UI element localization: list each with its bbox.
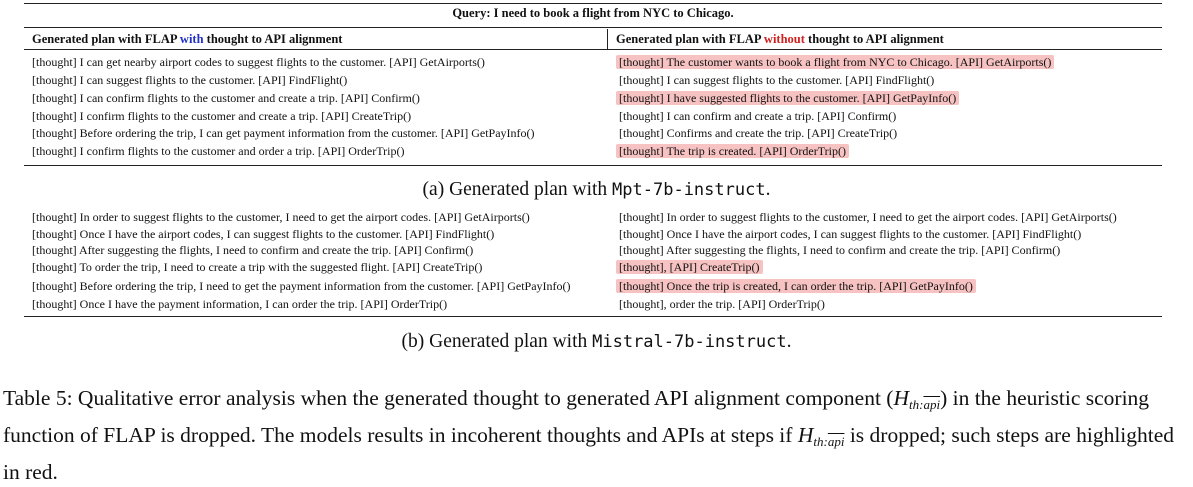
query-rule — [24, 27, 1162, 28]
caption-a-post: . — [765, 179, 771, 200]
plan-step-left: [thought] In order to suggest flights to… — [32, 209, 530, 225]
caption-a-model: Mpt-7b-instruct — [612, 180, 766, 200]
table-a: Query: I need to book a flight from NYC … — [24, 0, 1162, 170]
top-rule — [24, 3, 1162, 4]
header-right-pre: Generated plan with FLAP — [616, 32, 764, 46]
header-left: Generated plan with FLAP with thought to… — [32, 32, 342, 47]
caption-b: (b) Generated plan with Mistral-7b-instr… — [0, 331, 1193, 353]
step-text: [thought], order the trip. [API] OrderTr… — [619, 297, 825, 311]
highlighted-step-text: [thought] Once the trip is created, I ca… — [616, 279, 976, 293]
math-sub-th-1: th: — [909, 397, 924, 412]
header-right-post: thought to API alignment — [804, 32, 944, 46]
caption-b-pre: (b) Generated plan with — [401, 331, 593, 352]
plan-step-right: [thought] I have suggested flights to th… — [616, 90, 960, 106]
step-text: [thought] I can suggest flights to the c… — [32, 73, 348, 87]
table-caption-part3: is dropped; such steps are highlighted i… — [3, 423, 1175, 484]
plan-step-left: [thought] I can get nearby airport codes… — [32, 54, 485, 70]
step-text: [thought] Once I have the payment inform… — [32, 297, 448, 311]
bottom-rule — [24, 165, 1162, 166]
step-text: [thought] After suggesting the flights, … — [32, 243, 474, 257]
step-text: [thought] I can confirm flights to the c… — [32, 91, 420, 105]
header-right: Generated plan with FLAP without thought… — [616, 32, 944, 47]
plan-step-right: [thought] I can confirm and create a tri… — [619, 108, 896, 124]
step-text: [thought] I confirm flights to the custo… — [32, 144, 405, 158]
math-sub-1: th:api — [909, 397, 940, 412]
header-right-keyword: without — [763, 32, 805, 46]
plan-step-left: [thought] I confirm flights to the custo… — [32, 143, 404, 159]
plan-step-right: [thought] After suggesting the flights, … — [619, 242, 1060, 258]
math-sub-2: th:api — [813, 434, 844, 449]
column-divider — [607, 29, 608, 49]
plan-step-right: [thought] I can suggest flights to the c… — [619, 72, 934, 88]
math-sub-api-1: api — [923, 397, 941, 412]
step-text: [thought] Before ordering the trip, I ne… — [32, 279, 571, 293]
plan-step-left: [thought] I confirm flights to the custo… — [32, 108, 411, 124]
step-text: [thought] Once I have the airport codes,… — [32, 227, 495, 241]
caption-a-pre: (a) Generated plan with — [422, 179, 613, 200]
plan-step-right: [thought] In order to suggest flights to… — [619, 209, 1117, 225]
caption-b-post: . — [786, 331, 792, 352]
step-text: [thought] I can get nearby airport codes… — [32, 55, 485, 69]
plan-step-left: [thought] I can suggest flights to the c… — [32, 72, 347, 88]
plan-step-left: [thought] Once I have the airport codes,… — [32, 226, 494, 242]
math-h-2: H — [797, 423, 814, 447]
step-text: [thought] To order the trip, I need to c… — [32, 260, 483, 274]
step-text: [thought] In order to suggest flights to… — [619, 210, 1117, 224]
step-text: [thought] I confirm flights to the custo… — [32, 109, 412, 123]
table-caption-part1: Table 5: Qualitative error analysis when… — [3, 386, 894, 410]
plan-step-right: [thought] The trip is created. [API] Ord… — [616, 143, 849, 159]
step-text: [thought] Before ordering the trip, I ca… — [32, 126, 535, 140]
plan-step-right: [thought] Once the trip is created, I ca… — [616, 278, 976, 294]
plan-step-right: [thought], order the trip. [API] OrderTr… — [619, 296, 825, 312]
highlighted-step-text: [thought] The trip is created. [API] Ord… — [616, 144, 849, 158]
step-text: [thought] In order to suggest flights to… — [32, 210, 530, 224]
plan-step-left: [thought] Before ordering the trip, I ca… — [32, 125, 535, 141]
plan-step-right: [thought], [API] CreateTrip() — [616, 259, 763, 275]
step-text: [thought] I can suggest flights to the c… — [619, 73, 935, 87]
plan-step-left: [thought] To order the trip, I need to c… — [32, 259, 482, 275]
caption-a: (a) Generated plan with Mpt-7b-instruct. — [0, 179, 1193, 201]
step-text: [thought] After suggesting the flights, … — [619, 243, 1061, 257]
math-h-1: H — [893, 386, 909, 410]
plan-step-left: [thought] Once I have the payment inform… — [32, 296, 447, 312]
step-text: [thought] I can confirm and create a tri… — [619, 109, 897, 123]
header-left-pre: Generated plan with FLAP — [32, 32, 180, 46]
header-left-post: thought to API alignment — [203, 32, 343, 46]
plan-step-left: [thought] Before ordering the trip, I ne… — [32, 278, 571, 294]
bottom-rule — [24, 316, 1162, 317]
plan-step-right: [thought] The customer wants to book a f… — [616, 54, 1055, 70]
highlighted-step-text: [thought] The customer wants to book a f… — [616, 55, 1055, 69]
header-rule — [24, 49, 1162, 50]
table-b: [thought] In order to suggest flights to… — [24, 203, 1162, 323]
caption-b-model: Mistral-7b-instruct — [592, 332, 787, 352]
math-sub-th-2: th: — [813, 434, 828, 449]
step-text: [thought] Confirms and create the trip. … — [619, 126, 898, 140]
query-text: Query: I need to book a flight from NYC … — [452, 6, 734, 20]
table-caption: Table 5: Qualitative error analysis when… — [3, 383, 1189, 487]
plan-step-right: [thought] Once I have the airport codes,… — [619, 226, 1081, 242]
header-left-keyword: with — [179, 32, 204, 46]
highlighted-step-text: [thought] I have suggested flights to th… — [616, 91, 960, 105]
plan-step-left: [thought] After suggesting the flights, … — [32, 242, 473, 258]
plan-step-right: [thought] Confirms and create the trip. … — [619, 125, 897, 141]
table-caption-part2: ) in the heuristic scoring function of F… — [3, 386, 1150, 447]
plan-step-left: [thought] I can confirm flights to the c… — [32, 90, 420, 106]
step-text: [thought] Once I have the airport codes,… — [619, 227, 1082, 241]
highlighted-step-text: [thought], [API] CreateTrip() — [616, 260, 763, 274]
math-sub-api-2: api — [827, 434, 845, 449]
